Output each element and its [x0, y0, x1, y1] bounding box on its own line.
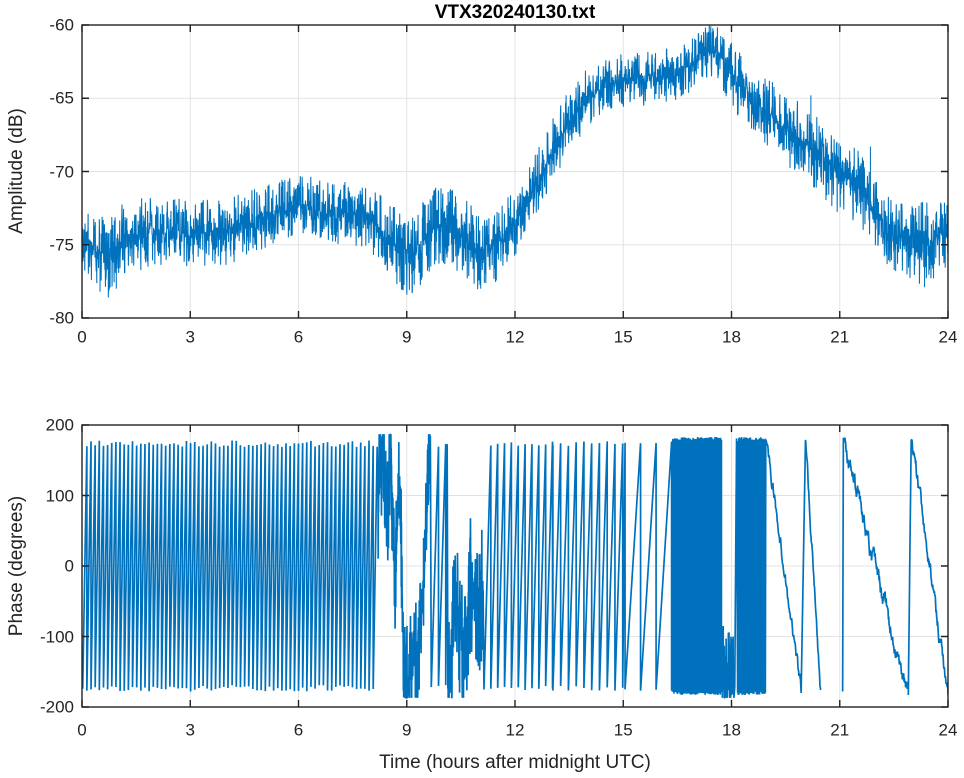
- phase-x-tick-12: 12: [505, 720, 525, 740]
- phase-y-tick-200: 200: [45, 415, 74, 435]
- amplitude-x-tick-3: 3: [185, 327, 195, 347]
- time-x-axis-label: Time (hours after midnight UTC): [379, 752, 651, 773]
- amplitude-x-tick-24: 24: [938, 327, 958, 347]
- phase-x-tick-21: 21: [830, 720, 850, 740]
- amplitude-y-tick--60: -60: [49, 15, 74, 35]
- phase-x-tick-9: 9: [402, 720, 412, 740]
- phase-y-tick--100: -100: [39, 627, 74, 646]
- chart-title: VTX320240130.txt: [434, 2, 596, 23]
- phase-x-tick-15: 15: [613, 720, 633, 740]
- phase-x-tick-0: 0: [77, 720, 87, 740]
- phase-y-tick-0: 0: [64, 556, 74, 576]
- phase-x-tick-3: 3: [185, 720, 195, 740]
- phase-x-tick-18: 18: [722, 720, 741, 740]
- phase-x-tick-24: 24: [938, 720, 958, 740]
- amplitude-y-tick--75: -75: [49, 235, 74, 255]
- amplitude-x-tick-0: 0: [77, 327, 87, 347]
- phase-y-axis-label: Phase (degrees): [6, 495, 27, 637]
- amplitude-y-tick--80: -80: [49, 308, 74, 328]
- amplitude-x-tick-18: 18: [722, 327, 741, 347]
- phase-y-tick-100: 100: [45, 486, 74, 505]
- amplitude-y-axis-label: Amplitude (dB): [6, 108, 27, 234]
- amplitude-y-tick--65: -65: [49, 88, 74, 108]
- amplitude-x-tick-15: 15: [613, 327, 633, 347]
- amplitude-x-tick-9: 9: [402, 327, 412, 347]
- amplitude-x-tick-6: 6: [293, 327, 304, 347]
- amplitude-y-tick--70: -70: [49, 162, 74, 181]
- amplitude-x-tick-12: 12: [505, 327, 525, 347]
- phase-y-tick--200: -200: [39, 697, 74, 717]
- amplitude-x-tick-21: 21: [830, 327, 850, 347]
- phase-x-tick-6: 6: [293, 720, 304, 740]
